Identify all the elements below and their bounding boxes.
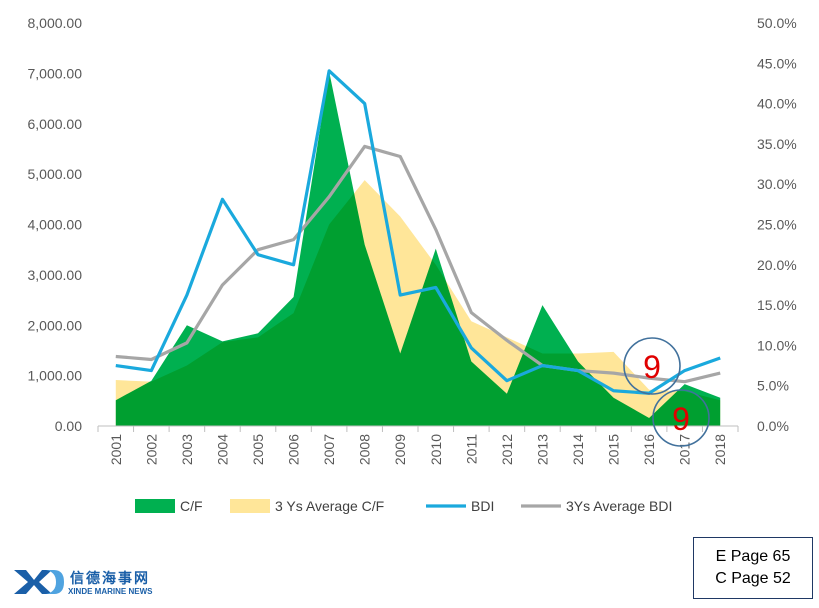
x-tick-label: 2003	[179, 434, 195, 465]
x-tick-label: 2009	[392, 434, 408, 465]
left-tick-label: 3,000.00	[28, 267, 83, 283]
right-tick-label: 40.0%	[757, 96, 797, 112]
x-tick-label: 2017	[677, 434, 693, 465]
right-tick-label: 45.0%	[757, 55, 797, 71]
line-bdi	[115, 69, 721, 395]
legend-label-3ys-average-bdi: 3Ys Average BDI	[566, 498, 672, 514]
left-tick-label: 6,000.00	[28, 116, 83, 132]
x-tick-label: 2004	[214, 434, 230, 465]
left-tick-label: 4,000.00	[28, 217, 83, 233]
axes-group: 2001 2002 2003 2004 2005 2006 2007 2008 2009 2010…	[28, 15, 797, 465]
legend: C/F 3 Ys Average C/F BDI 3Ys Average BDI	[135, 498, 672, 514]
legend-label-bdi: BDI	[471, 498, 494, 514]
legend-label-c-f: C/F	[180, 498, 203, 514]
x-tick-label: 2001	[108, 434, 124, 465]
right-tick-label: 25.0%	[757, 217, 797, 233]
x-tick-label: 2008	[357, 434, 373, 465]
area-series-group	[115, 71, 721, 427]
xinde-logo: 信德海事网 XINDE MARINE NEWS	[12, 566, 172, 598]
x-tick-label: 2015	[606, 434, 622, 465]
legend-label-3-ys-average-c-f: 3 Ys Average C/F	[275, 498, 384, 514]
legend-swatch-3-ys-average-c-f	[230, 499, 270, 513]
x-tick-label: 2012	[499, 434, 515, 465]
left-tick-label: 8,000.00	[28, 15, 83, 31]
line-series-group	[115, 69, 721, 395]
annotation-label: 9	[672, 401, 690, 437]
right-tick-label: 30.0%	[757, 176, 797, 192]
x-tick-label: 2016	[641, 434, 657, 465]
right-tick-label: 50.0%	[757, 15, 797, 31]
x-tick-label: 2013	[534, 434, 550, 465]
x-tick-label: 2007	[321, 434, 337, 465]
x-tick-label: 2005	[250, 434, 266, 465]
line-3ys-average-bdi	[115, 144, 721, 384]
legend-swatch-c-f	[135, 499, 175, 513]
logo-english-text: XINDE MARINE NEWS	[68, 587, 153, 596]
logo-chinese-text: 信德海事网	[70, 571, 150, 587]
annotation-circle	[623, 337, 681, 395]
left-tick-label: 2,000.00	[28, 317, 83, 333]
right-tick-label: 15.0%	[757, 297, 797, 313]
right-tick-label: 35.0%	[757, 136, 797, 152]
page-ref-english: E Page 65	[715, 548, 791, 565]
right-tick-label: 0.0%	[757, 418, 789, 434]
left-tick-label: 1,000.00	[28, 368, 83, 384]
x-tick-label: 2006	[286, 434, 302, 465]
left-tick-label: 5,000.00	[28, 166, 83, 182]
area-c-f	[115, 71, 721, 427]
left-tick-label: 0.00	[55, 418, 82, 434]
x-tick-label: 2010	[428, 434, 444, 465]
x-tick-label: 2011	[463, 434, 479, 464]
annotations-group: 99	[623, 337, 710, 447]
right-tick-label: 10.0%	[757, 337, 797, 353]
page-reference-box: E Page 65 C Page 52	[693, 537, 813, 599]
right-tick-label: 5.0%	[757, 378, 789, 394]
left-tick-label: 7,000.00	[28, 65, 83, 81]
x-tick-label: 2018	[712, 434, 728, 465]
annotation-label: 9	[643, 349, 661, 385]
annotation-circle	[652, 389, 710, 447]
xd-logo-icon	[14, 570, 64, 594]
page-ref-chinese: C Page 52	[715, 570, 791, 587]
x-tick-label: 2014	[570, 434, 586, 465]
right-tick-label: 20.0%	[757, 257, 797, 273]
x-tick-label: 2002	[143, 434, 159, 465]
